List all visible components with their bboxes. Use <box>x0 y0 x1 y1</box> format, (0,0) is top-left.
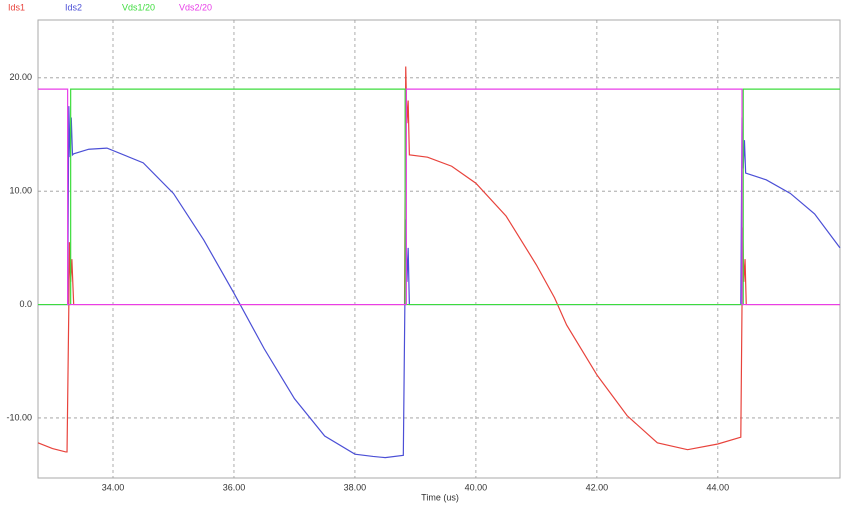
legend-label: Vds2/20 <box>179 2 212 12</box>
x-tick-label: 44.00 <box>707 482 730 492</box>
x-tick-label: 34.00 <box>102 482 125 492</box>
y-tick-label: 20.00 <box>9 72 32 82</box>
legend-label: Ids1 <box>8 2 25 12</box>
x-axis-title: Time (us) <box>421 492 459 502</box>
legend-label: Ids2 <box>65 2 82 12</box>
x-tick-label: 36.00 <box>223 482 246 492</box>
y-tick-label: -10.00 <box>6 412 32 422</box>
series-line <box>37 66 840 453</box>
y-tick-label: 10.00 <box>9 186 32 196</box>
x-tick-label: 40.00 <box>465 482 488 492</box>
series-line <box>38 88 840 306</box>
x-tick-label: 38.00 <box>344 482 367 492</box>
x-tick-label: 42.00 <box>586 482 609 492</box>
legend-label: Vds1/20 <box>122 2 155 12</box>
series-line <box>38 106 841 459</box>
plot-area <box>37 19 841 479</box>
series-line <box>38 88 840 306</box>
y-tick-label: 0.0 <box>19 299 32 309</box>
